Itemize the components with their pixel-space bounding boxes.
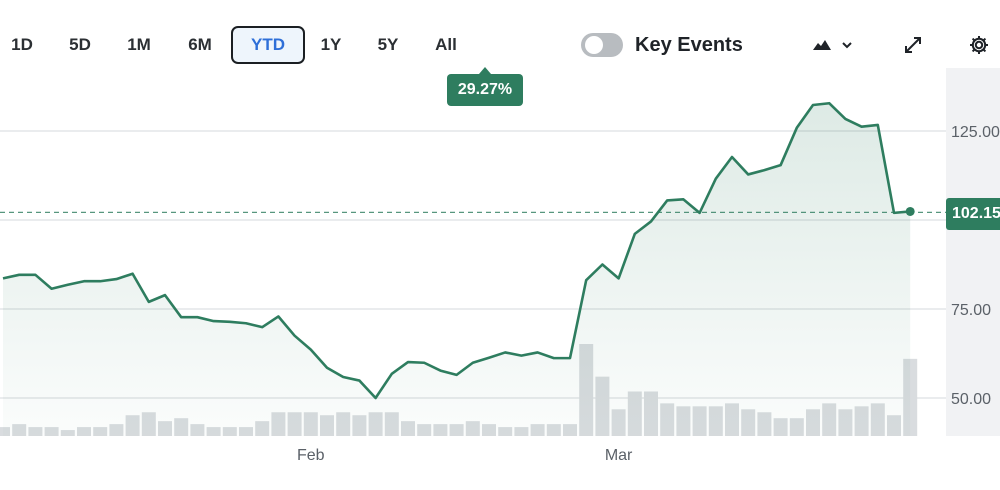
range-button-1m[interactable]: 1M — [127, 35, 151, 54]
change-badge-pointer — [479, 67, 491, 74]
y-tick-label: 125.00 — [951, 124, 1000, 141]
change-percent-badge: 29.27% — [447, 74, 523, 106]
x-tick-label: Mar — [605, 447, 633, 464]
range-button-5y[interactable]: 5Y — [377, 35, 399, 54]
range-button-ytd[interactable]: YTD — [231, 26, 305, 64]
chart-style-button[interactable] — [810, 30, 856, 60]
expand-arrows-icon — [905, 37, 921, 53]
y-axis-panel — [946, 68, 1000, 436]
expand-button[interactable] — [900, 30, 926, 60]
key-events-toggle[interactable] — [581, 33, 623, 57]
range-button-6m[interactable]: 6M — [188, 35, 212, 54]
y-tick-label: 50.00 — [951, 391, 991, 408]
mountain-chart-icon — [813, 40, 831, 50]
key-events-label: Key Events — [635, 34, 743, 56]
range-button-1d[interactable]: 1D — [11, 35, 33, 54]
range-button-all[interactable]: All — [435, 35, 457, 54]
y-tick-label: 75.00 — [951, 302, 991, 319]
gear-icon — [970, 36, 988, 54]
price-line — [2, 101, 911, 400]
settings-button[interactable] — [966, 30, 992, 60]
price-area — [3, 103, 911, 437]
range-button-1y[interactable]: 1Y — [320, 35, 342, 54]
x-tick-label: Feb — [297, 447, 325, 464]
range-button-5d[interactable]: 5D — [69, 35, 91, 54]
toggle-knob — [585, 36, 603, 54]
chevron-down-icon — [842, 42, 852, 49]
current-price-tag: 102.15 — [946, 198, 1000, 230]
last-price-marker — [905, 206, 915, 216]
